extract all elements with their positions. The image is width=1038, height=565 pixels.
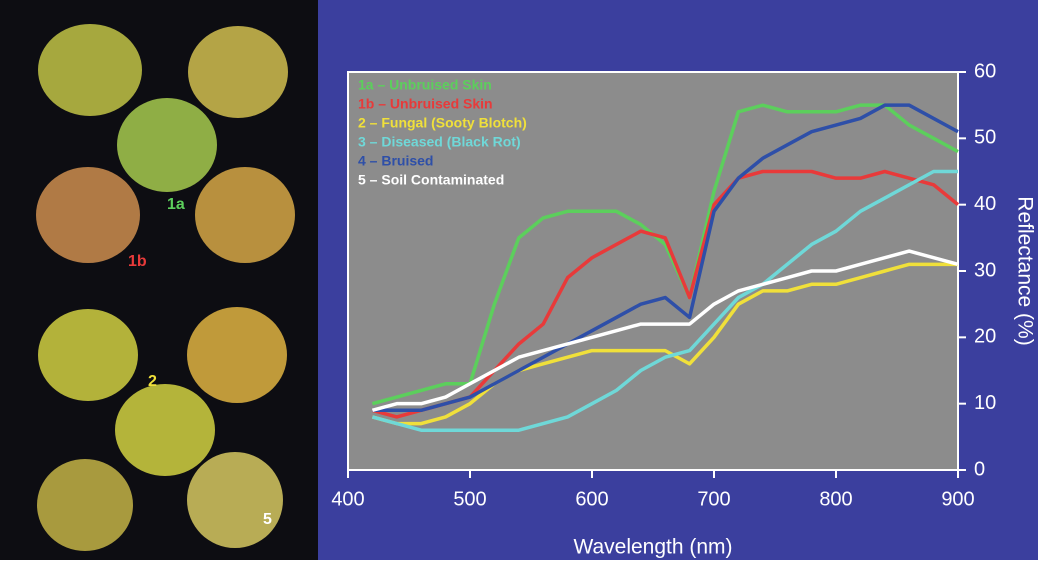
apple xyxy=(195,167,295,263)
x-tick-label: 800 xyxy=(819,488,852,510)
legend-entry: 3 – Diseased (Black Rot) xyxy=(358,134,521,150)
photo-label: 5 xyxy=(263,511,272,528)
apple xyxy=(187,452,283,548)
y-tick-label: 40 xyxy=(974,193,996,215)
x-axis-label: Wavelength (nm) xyxy=(573,536,732,559)
x-tick-label: 400 xyxy=(331,488,364,510)
photo-label: 2 xyxy=(148,373,157,390)
legend-entry: 5 – Soil Contaminated xyxy=(358,172,504,188)
apple xyxy=(38,24,142,116)
y-tick-label: 50 xyxy=(974,127,996,149)
legend-entry: 2 – Fungal (Sooty Blotch) xyxy=(358,115,527,131)
y-tick-label: 20 xyxy=(974,326,996,348)
legend-entry: 1b – Unbruised Skin xyxy=(358,96,493,112)
legend-entry: 4 – Bruised xyxy=(358,153,433,169)
x-tick-label: 500 xyxy=(453,488,486,510)
x-tick-label: 700 xyxy=(697,488,730,510)
page: 1a 1b 2 5 Wavelength (nm) Reflectance (%… xyxy=(0,0,1038,560)
apple xyxy=(117,98,217,192)
photo-label: 1b xyxy=(128,253,147,270)
apple xyxy=(188,26,288,118)
apple xyxy=(37,459,133,551)
apple xyxy=(38,309,138,401)
x-tick-label: 900 xyxy=(941,488,974,510)
apple xyxy=(36,167,140,263)
x-tick-label: 600 xyxy=(575,488,608,510)
apple xyxy=(187,307,287,403)
plot: 0 10 20 30 40 50 60 400 500 600 700 800 900 1a – Unbr… xyxy=(331,60,996,510)
apple xyxy=(115,384,215,476)
y-tick-label: 10 xyxy=(974,392,996,414)
y-tick-label: 60 xyxy=(974,60,996,82)
legend-entry: 1a – Unbruised Skin xyxy=(358,77,492,93)
plot-area xyxy=(348,72,958,470)
y-tick-label: 0 xyxy=(974,458,985,480)
y-tick-label: 30 xyxy=(974,259,996,281)
y-axis-label: Reflectance (%) xyxy=(1013,196,1036,345)
photo-label: 1a xyxy=(167,196,185,213)
